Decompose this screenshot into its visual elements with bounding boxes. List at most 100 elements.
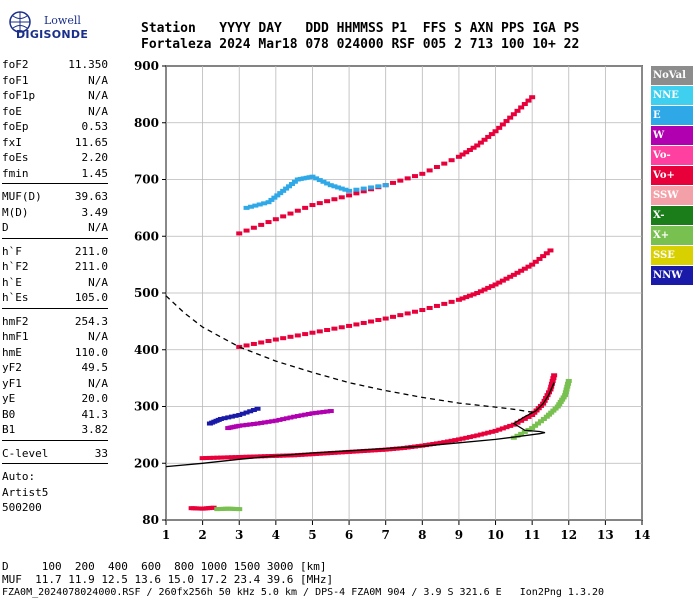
echo-point bbox=[503, 425, 510, 430]
param-name: B1 bbox=[2, 423, 16, 436]
echo-point bbox=[243, 343, 250, 348]
echo-point bbox=[206, 455, 213, 460]
echo-point bbox=[274, 193, 281, 198]
echo-point bbox=[288, 182, 295, 187]
echo-point bbox=[247, 422, 254, 427]
param-name: M(D) bbox=[2, 205, 29, 219]
echo-point bbox=[562, 390, 569, 395]
profile-curve-dashed bbox=[165, 295, 533, 413]
echo-point bbox=[320, 451, 327, 456]
echo-point bbox=[225, 415, 232, 420]
echo-point bbox=[258, 222, 265, 227]
echo-point bbox=[338, 195, 345, 200]
echo-point bbox=[463, 435, 470, 440]
echo-point bbox=[368, 185, 375, 190]
logo-brand: Lowell bbox=[44, 14, 81, 27]
param-value: 33 bbox=[94, 446, 108, 460]
echo-point bbox=[346, 193, 353, 198]
param-row: hmF2 254.3 bbox=[2, 315, 108, 331]
param-row: foEs 2.20 bbox=[2, 151, 108, 167]
echo-point bbox=[335, 450, 342, 455]
echo-point bbox=[346, 449, 353, 454]
echo-point bbox=[338, 450, 345, 455]
echo-point bbox=[269, 419, 276, 424]
echo-point bbox=[239, 423, 246, 428]
param-name: foEp bbox=[2, 120, 29, 133]
x-tick-label: 7 bbox=[382, 528, 390, 542]
param-value: 49.5 bbox=[81, 361, 109, 374]
echo-point bbox=[521, 429, 528, 434]
param-row: fmin 1.45 bbox=[2, 167, 108, 183]
echo-point bbox=[368, 319, 375, 324]
legend-item-x-: X+ bbox=[651, 226, 693, 245]
y-tick-label: 80 bbox=[142, 513, 159, 527]
param-value: N/A bbox=[88, 104, 108, 118]
echo-point bbox=[503, 119, 510, 124]
echo-point bbox=[375, 184, 382, 189]
echo-point bbox=[525, 98, 532, 103]
echo-point bbox=[294, 414, 301, 419]
echo-point bbox=[433, 303, 440, 308]
echo-point bbox=[548, 381, 555, 386]
echo-point bbox=[390, 180, 397, 185]
echo-point bbox=[537, 419, 544, 424]
echo-point bbox=[452, 438, 459, 443]
echo-point bbox=[496, 427, 503, 432]
echo-point bbox=[324, 199, 331, 204]
echo-point bbox=[309, 330, 316, 335]
x-tick-label: 12 bbox=[560, 528, 577, 542]
echo-point bbox=[459, 296, 466, 301]
echo-point bbox=[382, 183, 389, 188]
echo-point bbox=[243, 410, 250, 415]
echo-point bbox=[338, 325, 345, 330]
echo-point bbox=[331, 450, 338, 455]
echo-point bbox=[514, 433, 521, 438]
echo-point bbox=[532, 423, 539, 428]
param-value: N/A bbox=[88, 330, 108, 343]
param-value: 20.0 bbox=[81, 392, 109, 405]
echo-point bbox=[444, 439, 451, 444]
param-row: foEp 0.53 bbox=[2, 120, 108, 136]
echo-point bbox=[302, 332, 309, 337]
param-row: yF2 49.5 bbox=[2, 361, 108, 377]
echo-point bbox=[525, 264, 532, 269]
echo-point bbox=[254, 454, 261, 459]
echo-point bbox=[316, 201, 323, 206]
echo-point bbox=[488, 284, 495, 289]
echo-point bbox=[342, 450, 349, 455]
echo-point bbox=[477, 289, 484, 294]
echo-point bbox=[316, 178, 323, 183]
echo-point bbox=[455, 154, 462, 159]
echo-point bbox=[261, 201, 268, 206]
param-value: N/A bbox=[88, 73, 108, 87]
echo-point bbox=[327, 451, 334, 456]
param-name: foEs bbox=[2, 151, 29, 164]
echo-point bbox=[459, 436, 466, 441]
echo-point bbox=[283, 186, 290, 191]
param-row: MUF(D) 39.63 bbox=[2, 190, 108, 206]
y-tick-label: 800 bbox=[134, 116, 159, 130]
echo-point bbox=[236, 455, 243, 460]
echo-point bbox=[271, 195, 278, 200]
param-name: yE bbox=[2, 392, 16, 405]
echo-point bbox=[510, 112, 517, 117]
legend-item-e: E bbox=[651, 106, 693, 125]
echo-point bbox=[470, 145, 477, 150]
echo-point bbox=[324, 181, 331, 186]
echo-point bbox=[236, 413, 243, 418]
echo-point bbox=[280, 417, 287, 422]
param-name: yF1 bbox=[2, 376, 22, 390]
echo-point bbox=[441, 161, 448, 166]
echo-point bbox=[228, 455, 235, 460]
globe-icon bbox=[9, 11, 31, 33]
echo-point bbox=[548, 384, 555, 389]
echo-point bbox=[419, 171, 426, 176]
echo-point bbox=[521, 102, 528, 107]
echo-point bbox=[379, 447, 386, 452]
echo-point bbox=[545, 412, 552, 417]
echo-point bbox=[518, 268, 525, 273]
echo-point bbox=[481, 137, 488, 142]
echo-point bbox=[327, 409, 334, 414]
legend-item-sse: SSE bbox=[651, 246, 693, 265]
echo-point bbox=[474, 291, 481, 295]
